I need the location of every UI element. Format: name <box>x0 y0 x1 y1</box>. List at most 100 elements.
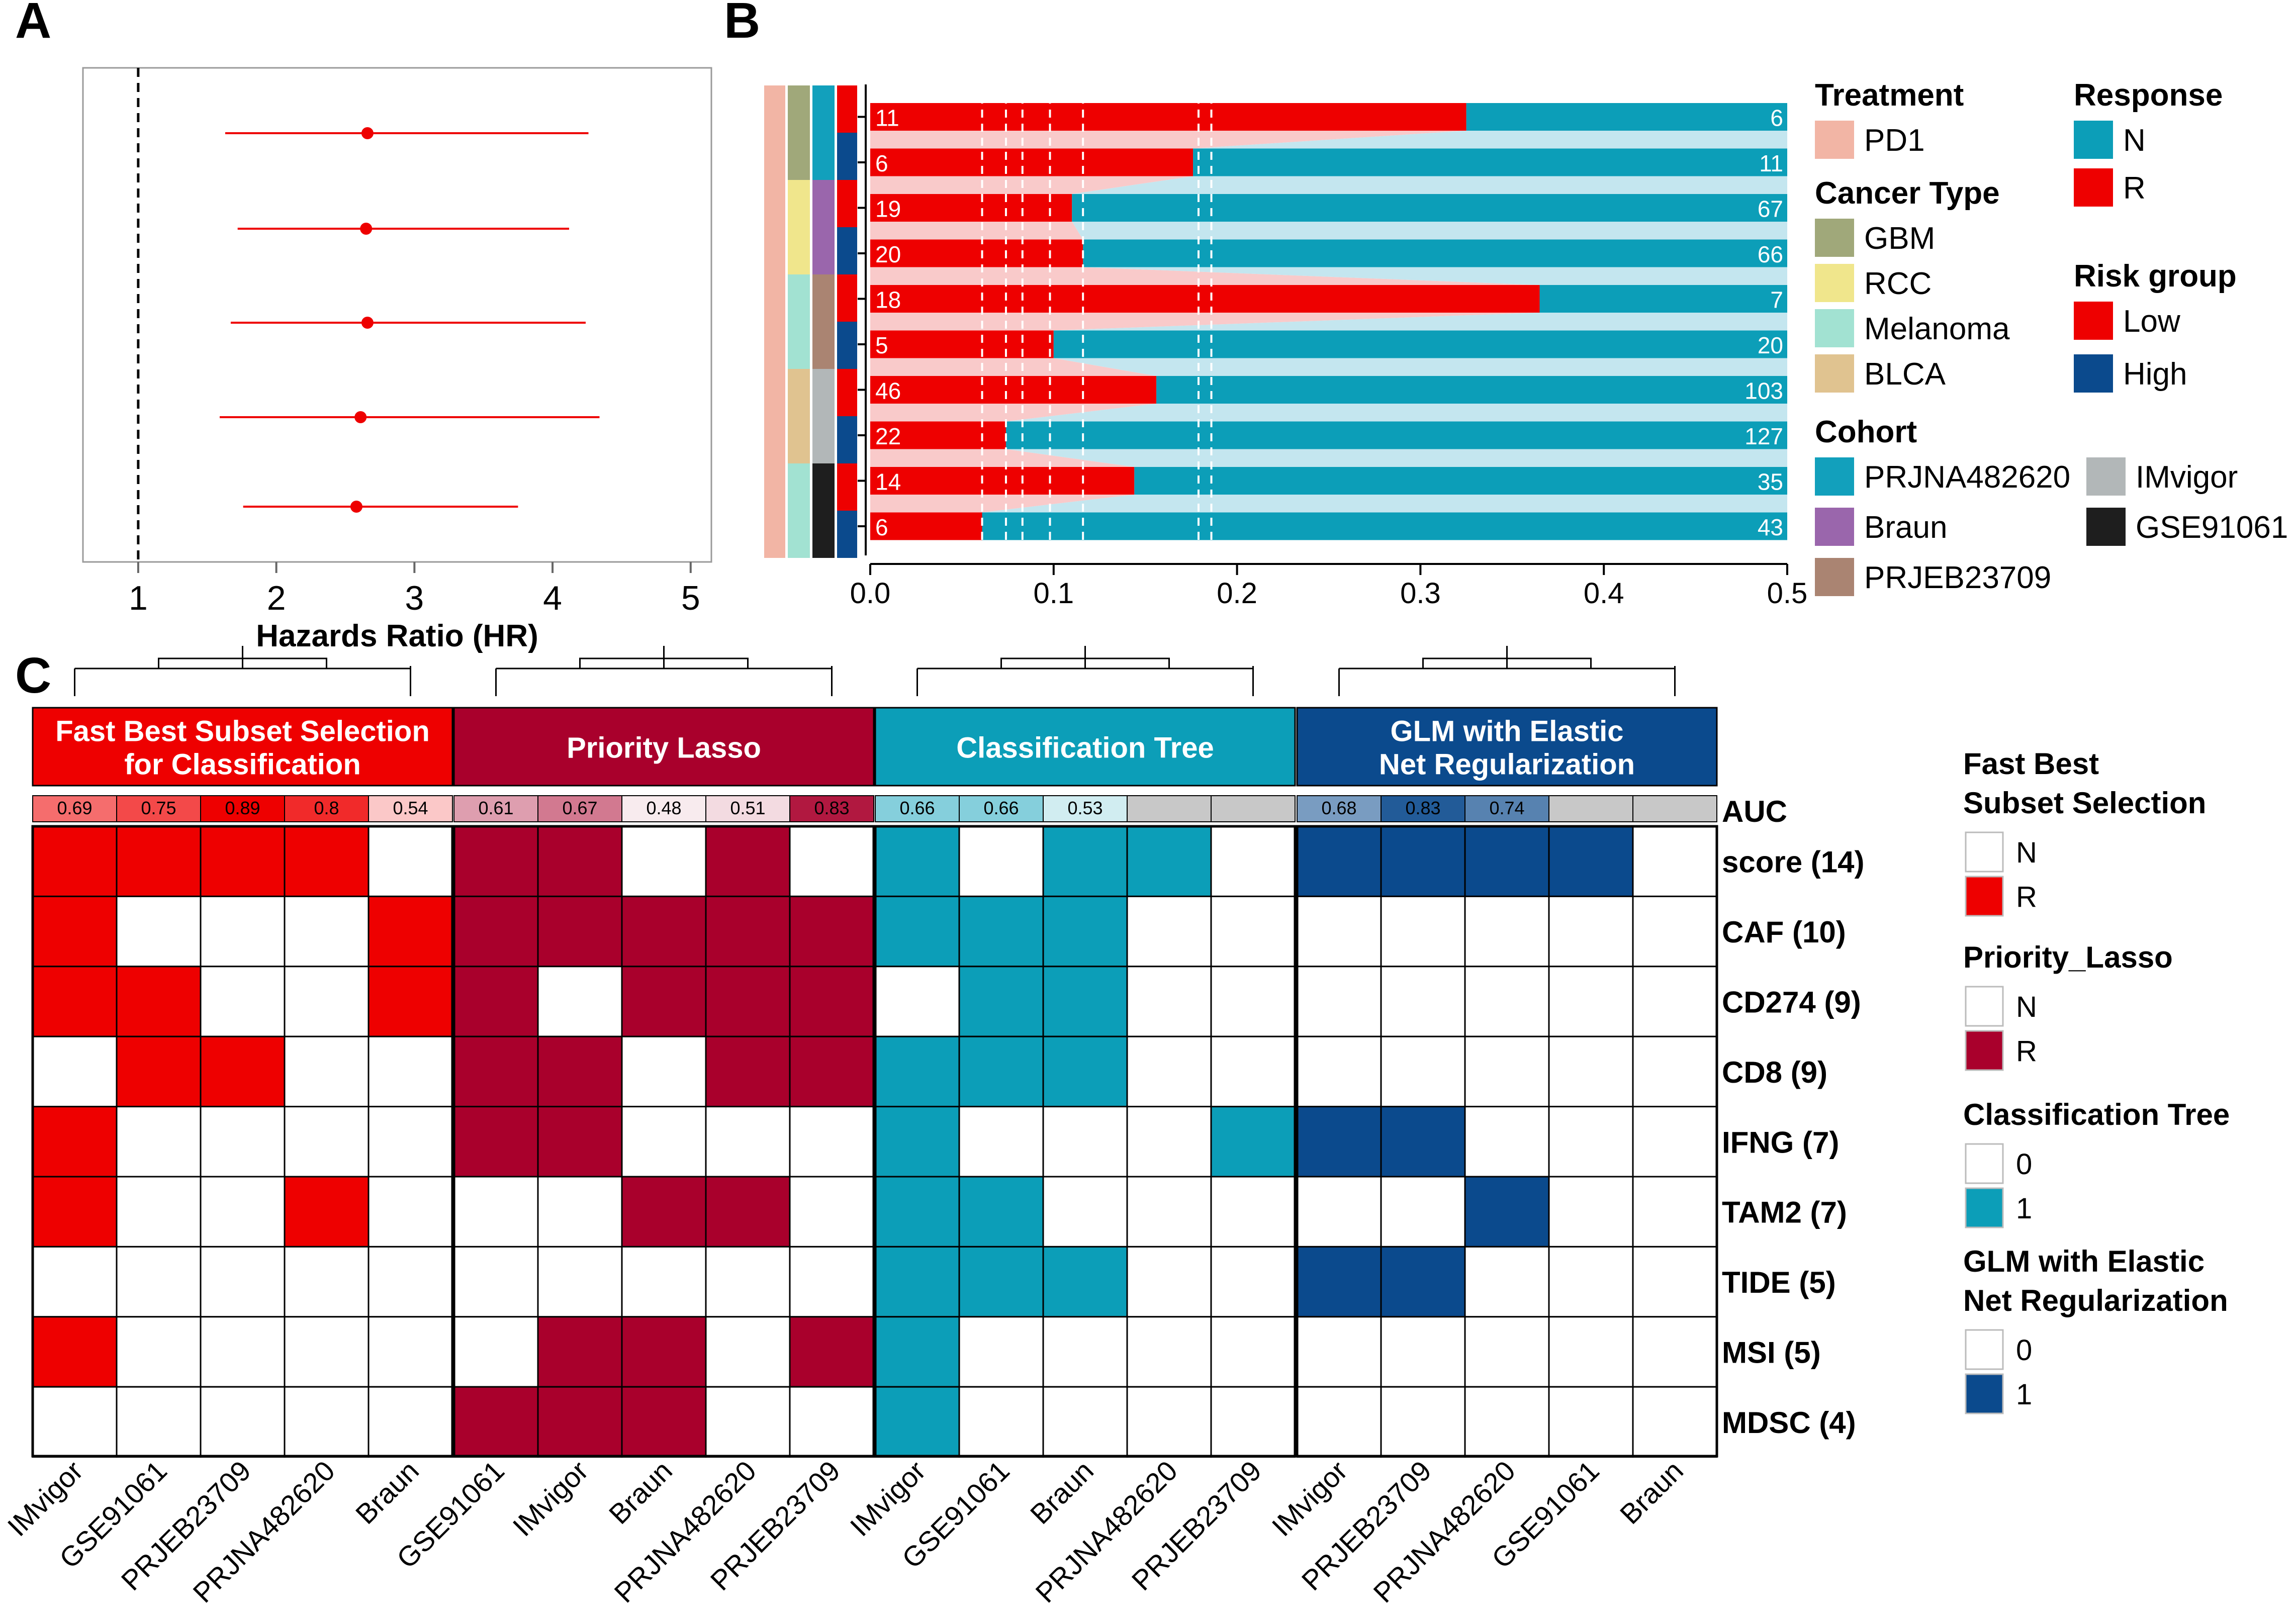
bar-label-n: 127 <box>1744 423 1783 449</box>
heatmap-cell <box>1210 966 1296 1037</box>
legend-c-title: GLM with Elastic <box>1963 1245 2205 1278</box>
n-connector <box>1005 404 1787 422</box>
heatmap-cell <box>958 1246 1044 1318</box>
heatmap-cell <box>368 1176 453 1248</box>
row-label: TIDE (5) <box>1722 1266 1836 1299</box>
heatmap-cell <box>368 1035 453 1108</box>
auc-cell <box>1464 795 1549 822</box>
risk-annotation <box>837 463 857 511</box>
heatmap-cell <box>200 966 286 1037</box>
heatmap-cell <box>453 1176 539 1248</box>
heatmap-cell <box>621 966 707 1037</box>
heatmap-cell <box>705 1176 791 1248</box>
forest-plot: 1 2 3 4 5 Hazards Ratio (HR) <box>82 67 712 653</box>
heatmap-cell <box>1464 1386 1550 1458</box>
legend-c-swatch <box>1965 1187 2004 1228</box>
heatmap-cell <box>1380 1106 1466 1178</box>
heatmap-cell <box>705 1035 791 1108</box>
heatmap-cell <box>116 895 202 968</box>
cohort-annotation <box>812 463 835 558</box>
heatmap-cell <box>453 1246 539 1318</box>
auc-label: 0.66 <box>899 798 935 818</box>
heatmap-cell <box>284 1386 370 1458</box>
auc-cell <box>453 795 538 822</box>
legend-c-title: Priority_Lasso <box>1963 940 2173 974</box>
column-label: Braun <box>603 1455 678 1530</box>
heatmap-frame <box>874 825 1297 1458</box>
heatmap-cell <box>1464 1106 1550 1178</box>
x-tick-label: 0.1 <box>1033 577 1074 610</box>
column-label: Braun <box>1024 1455 1099 1530</box>
heatmap-cell <box>453 1386 539 1458</box>
heatmap-cell <box>1126 1386 1212 1458</box>
panel-label-c: C <box>15 647 51 704</box>
heatmap-cell <box>453 895 539 968</box>
bar-segment-n <box>1083 239 1787 267</box>
auc-cell <box>200 795 285 822</box>
hr-point <box>354 411 367 423</box>
heatmap-header <box>874 707 1296 787</box>
cohort-annotation <box>812 180 835 274</box>
heatmap-cell <box>621 1176 707 1248</box>
heatmap-cell <box>1380 1246 1466 1318</box>
bar-segment-n <box>1193 148 1787 176</box>
column-label: PRJNA482620 <box>1029 1455 1183 1608</box>
heatmap-title: for Classification <box>124 748 361 781</box>
auc-cell <box>959 795 1044 822</box>
heatmap-frame <box>31 825 454 1458</box>
heatmap-cell <box>284 895 370 968</box>
bar-segment-n <box>1053 330 1787 358</box>
x-tick-label: 0.0 <box>850 577 891 610</box>
legend-title: Cancer Type <box>1815 176 2000 211</box>
heatmap-cell <box>368 1106 453 1178</box>
cancer-type-annotation <box>788 274 810 369</box>
panel-label-a: A <box>15 0 51 49</box>
cancer-type-annotation <box>788 463 810 558</box>
hr-point <box>360 223 373 235</box>
heatmap-cell <box>874 1106 960 1178</box>
heatmap-cell <box>32 1246 118 1318</box>
auc-cell <box>1632 795 1717 822</box>
legend-swatch <box>2074 302 2113 340</box>
auc-cell <box>1548 795 1633 822</box>
heatmap-cell <box>958 1035 1044 1108</box>
auc-label: 0.54 <box>393 798 428 818</box>
heatmap-cell <box>32 1035 118 1108</box>
heatmap-cell <box>1548 1176 1634 1248</box>
legend-c-title: Classification Tree <box>1963 1098 2230 1131</box>
bar-label-r: 19 <box>875 196 901 222</box>
heatmap-cell <box>1548 1316 1634 1388</box>
heatmap-cell <box>116 825 202 897</box>
legend-label: GSE91061 <box>2136 510 2288 545</box>
legend-swatch <box>1815 219 1854 257</box>
bar-label-r: 11 <box>875 105 899 131</box>
heatmap-cell <box>874 895 960 968</box>
heatmap-cell <box>1210 895 1296 968</box>
legend-label: IMvigor <box>2136 460 2238 495</box>
bar-label-n: 11 <box>1759 150 1783 176</box>
heatmap-cell <box>1632 1316 1718 1388</box>
bar-label-r: 22 <box>875 423 901 449</box>
auc-label: 0.51 <box>730 798 765 818</box>
heatmap-cell <box>537 1386 623 1458</box>
heatmap-cell <box>1042 825 1128 897</box>
auc-cell <box>1043 795 1128 822</box>
dendrogram <box>916 646 1254 696</box>
column-label: Braun <box>349 1455 425 1530</box>
n-connector <box>1193 131 1787 149</box>
heatmap-header <box>32 707 453 787</box>
cancer-type-annotation <box>788 85 810 180</box>
heatmap-cell <box>1548 895 1634 968</box>
auc-cell <box>32 795 117 822</box>
hr-point <box>350 501 362 513</box>
legend-swatch <box>1815 264 1854 302</box>
heatmap-cell <box>537 1246 623 1318</box>
heatmap-title: Classification Tree <box>956 732 1214 765</box>
dendrogram <box>579 652 749 669</box>
legend-c-label: R <box>2016 1035 2037 1068</box>
auc-cell <box>284 795 369 822</box>
r-connector <box>870 404 1157 422</box>
heatmap-cell <box>284 966 370 1037</box>
heatmap-cell <box>1464 825 1550 897</box>
